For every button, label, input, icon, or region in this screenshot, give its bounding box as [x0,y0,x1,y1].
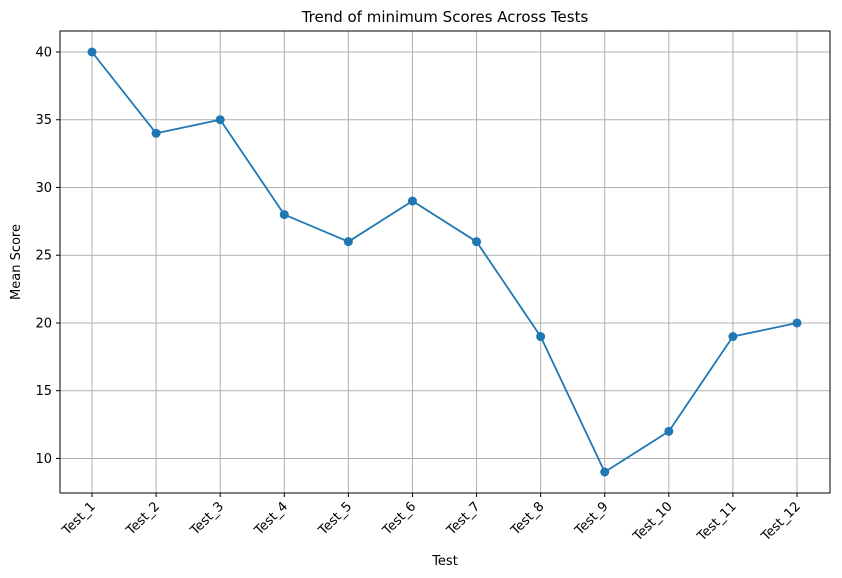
data-point [536,332,546,342]
data-point [792,318,802,328]
data-point [343,237,353,247]
y-tick-label: 40 [35,46,52,61]
series-line [91,51,798,473]
data-point [600,467,610,477]
y-tick-label: 35 [35,113,52,128]
y-axis-title: Mean Score [9,224,24,300]
y-tick-label: 10 [35,452,52,467]
series-group [87,47,802,477]
y-tick-label: 15 [35,384,52,399]
x-axis-title: Test [431,554,458,569]
chart-title: Trend of minimum Scores Across Tests [301,8,589,26]
grid [60,31,830,493]
data-point [87,47,97,57]
data-point [151,128,161,138]
data-point [215,115,225,125]
data-point [664,426,674,436]
data-point [279,210,289,220]
y-tick-label: 25 [35,249,52,264]
data-point [472,237,482,247]
data-point [728,332,738,342]
y-tick-label: 20 [35,316,52,331]
data-point [407,196,417,206]
plot-frame [59,30,831,494]
y-tick-label: 30 [35,181,52,196]
